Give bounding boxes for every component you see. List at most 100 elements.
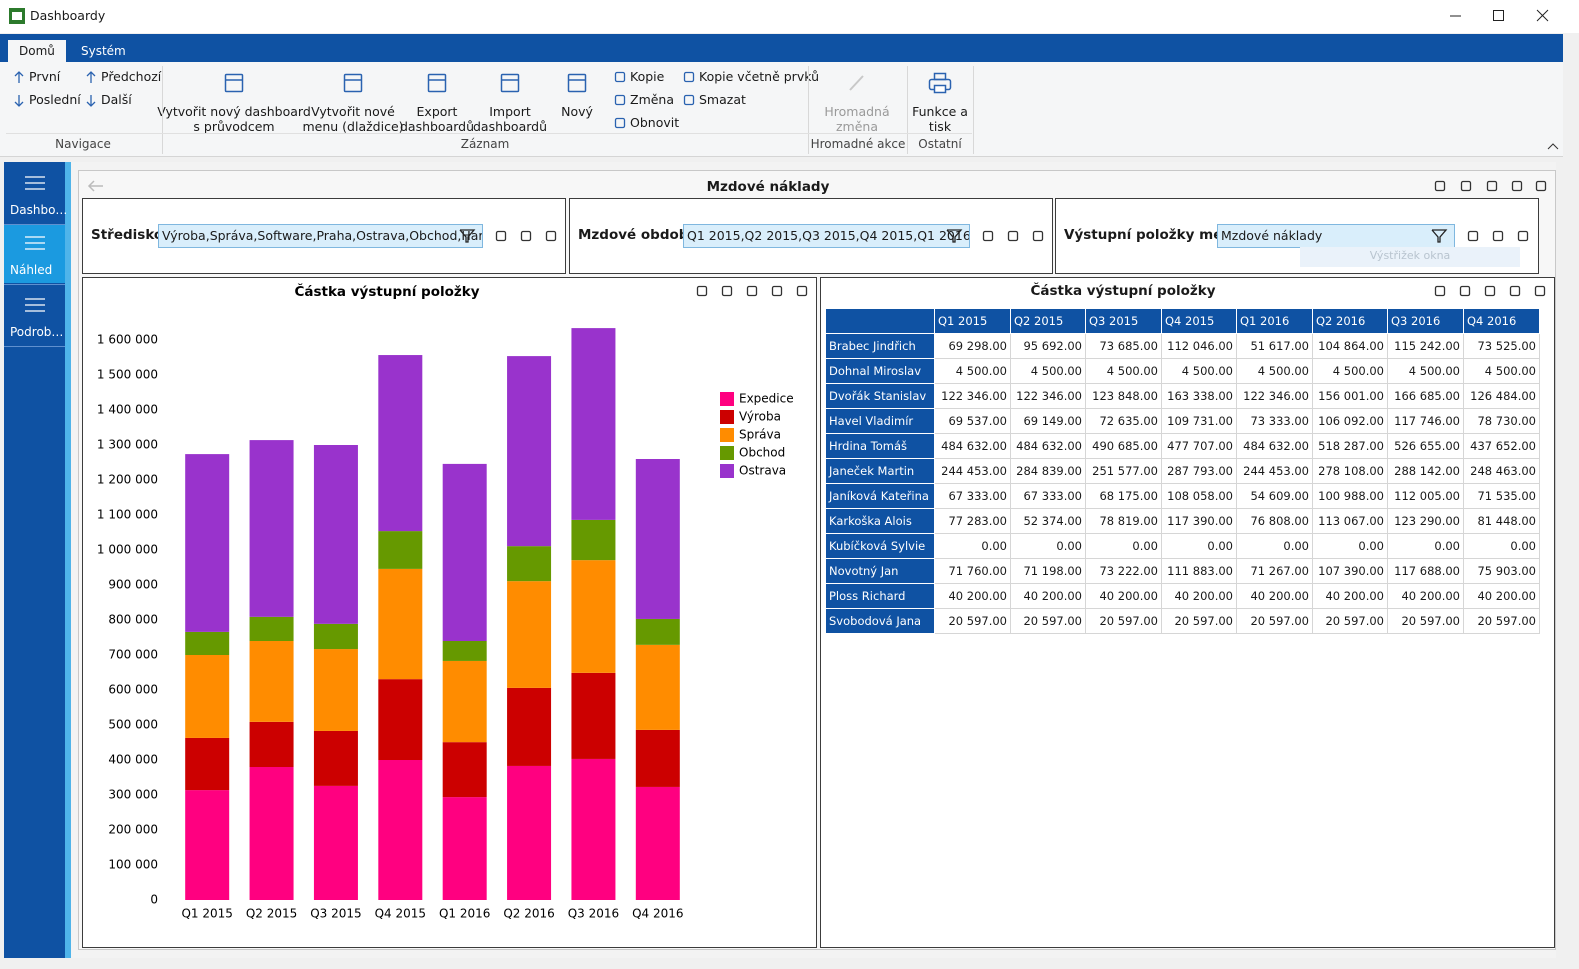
back-button[interactable] [87,179,105,193]
ribbon-button-label[interactable]: s průvodcem [193,119,275,134]
icon-shape [86,101,96,107]
icon[interactable] [1459,179,1473,193]
filter-input[interactable]: Mzdové náklady [1217,224,1455,248]
icon[interactable] [1510,179,1524,193]
icon[interactable] [1483,284,1497,298]
icon[interactable] [720,284,734,298]
icon[interactable] [1031,229,1045,243]
x-tick-label: Q1 2016 [439,907,490,921]
ribbon-tab[interactable]: Domů [8,40,66,62]
window-controls[interactable] [1440,0,1570,32]
table-cell: 77 283.00 [934,508,1011,534]
bar-segment [313,785,358,900]
table-cell: 40 200.00 [1010,583,1086,609]
ribbon-button-label[interactable]: dashboardů [472,119,548,134]
bar-segment [571,560,616,673]
bar-segment [249,440,294,617]
ribbon-button-label[interactable]: tisk [928,119,952,134]
legend-label: Ostrava [739,464,786,478]
ribbon-tab[interactable]: Systém [81,44,126,58]
ribbon-button[interactable]: Poslední [29,92,81,107]
table-cell: 122 346.00 [1010,383,1086,409]
bar-segment [507,581,552,688]
table-cell: 72 635.00 [1085,408,1162,434]
row-header: Brabec Jindřich [825,333,935,359]
icon[interactable] [544,229,558,243]
icon[interactable] [695,284,709,298]
y-tick-label: 100 000 [108,858,158,872]
dashboard-title: Mzdové náklady [706,179,830,195]
icon[interactable] [1006,229,1020,243]
icon[interactable] [1508,284,1522,298]
icon[interactable] [1466,229,1480,243]
legend-swatch [720,392,734,406]
row-header: Havel Vladimír [825,408,935,434]
ribbon-button[interactable]: Obnovit [630,115,680,130]
table-cell: 20 597.00 [934,608,1011,634]
icon[interactable] [1433,284,1447,298]
icon[interactable] [494,229,508,243]
ribbon-group-label: Záznam [460,137,510,151]
bar-segment [313,623,358,650]
column-header[interactable]: Q2 2015 [1010,308,1086,334]
column-header[interactable]: Q1 2016 [1236,308,1313,334]
column-header[interactable]: Q1 2015 [934,308,1011,334]
column-header[interactable]: Q2 2016 [1312,308,1388,334]
ribbon-button-label[interactable]: Funkce a [912,104,968,119]
column-header[interactable]: Q3 2015 [1085,308,1162,334]
table-cell: 4 500.00 [1085,358,1162,384]
ribbon-button[interactable]: Další [101,92,132,107]
side-nav-item[interactable]: Dashbo… [4,165,67,223]
ribbon-button-label[interactable]: Nový [561,104,593,119]
icon[interactable] [981,229,995,243]
collapse-ribbon[interactable] [1546,142,1560,152]
icon[interactable] [1485,179,1499,193]
table-cell: 100 988.00 [1312,483,1388,509]
filter-input[interactable]: Výroba,Správa,Software,Praha,Ostrava,Obc… [158,224,483,248]
ribbon-button-label[interactable]: Vytvořit nové [311,104,395,119]
chart-title: Částka výstupní položky [294,282,479,300]
table-cell: 20 597.00 [1161,608,1237,634]
ribbon-button[interactable]: Smazat [699,92,746,107]
column-header[interactable]: Q4 2016 [1463,308,1540,334]
table-cell: 112 046.00 [1161,333,1237,359]
filter-input[interactable]: Q1 2015,Q2 2015,Q3 2015,Q4 2015,Q1 2016,… [683,224,970,248]
icon[interactable] [1516,229,1530,243]
icon-shape [1484,285,1496,297]
column-header[interactable]: Q3 2016 [1387,308,1464,334]
row-header: Novotný Jan [825,558,935,584]
filter-dropdown[interactable] [458,228,476,244]
icon[interactable] [1533,284,1547,298]
ribbon-button-label[interactable]: Export [416,104,458,119]
side-nav-item[interactable]: Podrob… [4,287,65,345]
ribbon-button-label[interactable]: Import [489,104,531,119]
side-nav-label: Náhled [10,263,53,277]
icon[interactable] [770,284,784,298]
ribbon-button[interactable]: Změna [630,92,675,107]
ribbon-button[interactable]: Kopie včetně prvků [699,69,819,84]
icon[interactable] [1534,179,1548,193]
filter-dropdown[interactable] [945,228,963,244]
icon[interactable] [1433,179,1447,193]
icon[interactable] [795,284,809,298]
icon[interactable] [519,229,533,243]
table-cell: 40 200.00 [1085,583,1162,609]
filter-dropdown[interactable] [1430,228,1448,244]
ribbon-group-label: Hromadné akce [810,137,906,151]
ribbon-button-label[interactable]: dashboardů [399,119,475,134]
y-tick-label: 200 000 [108,823,158,837]
bar-segment [378,355,423,532]
ribbon-button-label: Hromadná [824,104,890,119]
ribbon-button[interactable]: Předchozí [101,69,162,84]
icon[interactable] [745,284,759,298]
ribbon-button-label[interactable]: menu (dlaždice) [302,119,404,134]
ribbon-button[interactable]: Kopie [630,69,665,84]
ribbon-button[interactable]: První [29,69,61,84]
column-header[interactable]: Q4 2015 [1161,308,1237,334]
side-nav-item[interactable]: Náhled [4,225,65,283]
y-tick-label: 1 200 000 [97,473,158,487]
icon-shape [796,285,808,297]
icon[interactable] [1491,229,1505,243]
ribbon-button-label[interactable]: Vytvořit nový dashboard [157,104,311,119]
icon[interactable] [1458,284,1472,298]
